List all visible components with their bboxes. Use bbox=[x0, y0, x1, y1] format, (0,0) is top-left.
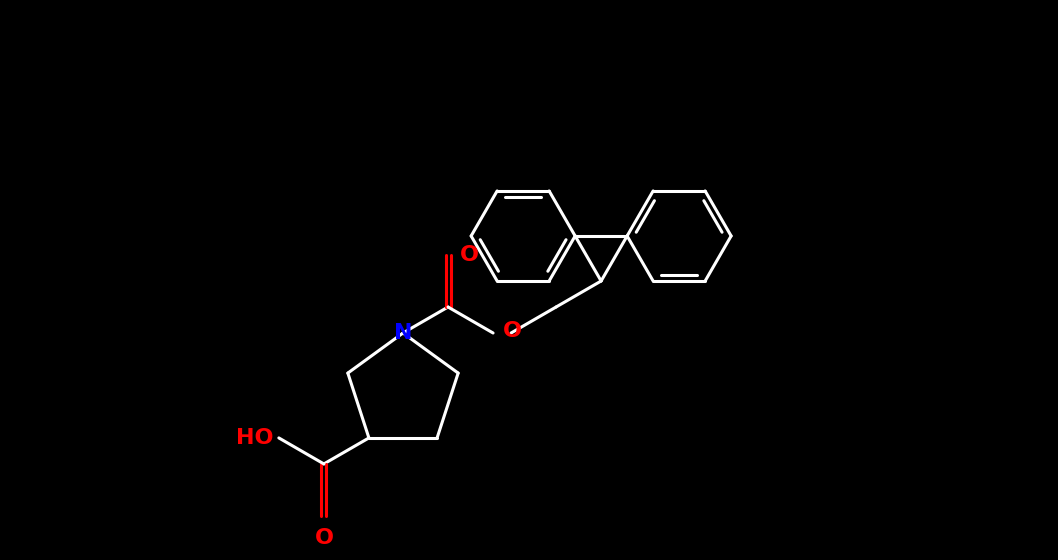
Text: N: N bbox=[394, 323, 413, 343]
Text: HO: HO bbox=[236, 428, 274, 448]
Text: O: O bbox=[460, 245, 479, 265]
Text: O: O bbox=[503, 321, 522, 341]
Text: O: O bbox=[314, 528, 333, 548]
